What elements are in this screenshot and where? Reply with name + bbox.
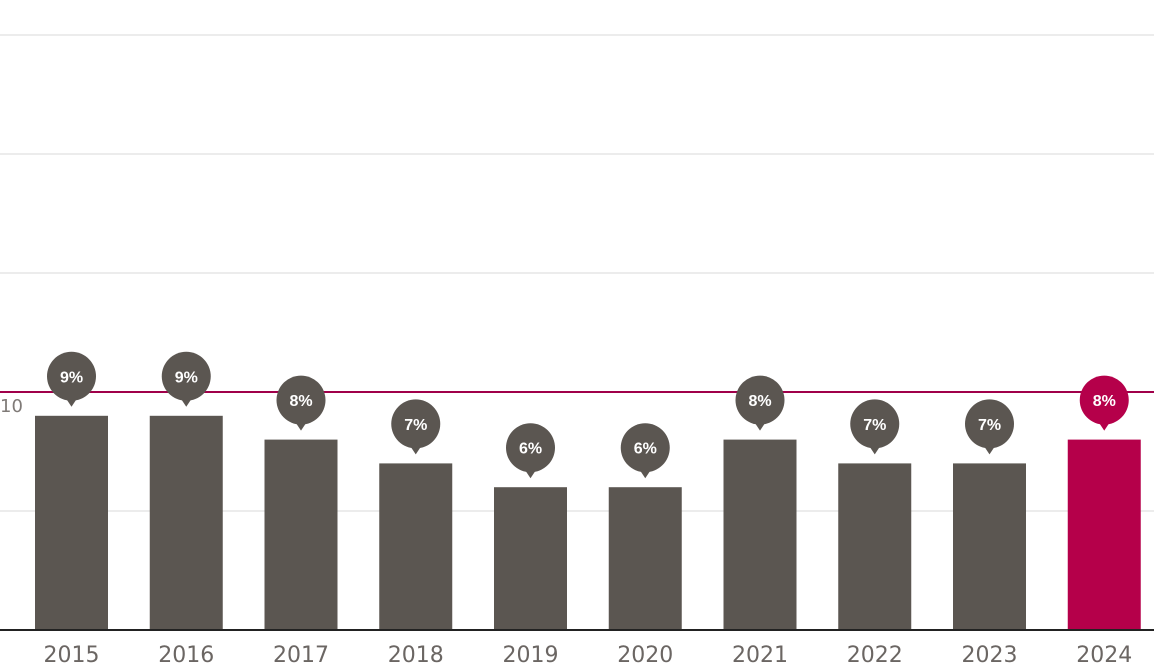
bubble-circle [1079, 375, 1129, 425]
data-label: 8% [289, 393, 312, 410]
data-label: 9% [60, 369, 83, 386]
data-label-bubble: 6% [620, 423, 670, 479]
x-tick-label: 2017 [273, 643, 329, 668]
data-label: 7% [404, 417, 427, 434]
x-tick-label: 2020 [617, 643, 673, 668]
bar [838, 463, 912, 630]
x-tick-label: 2018 [388, 643, 444, 668]
data-label-bubble: 8% [276, 375, 326, 431]
bar [494, 487, 567, 630]
data-label: 7% [978, 417, 1001, 434]
data-label-bubble: 6% [506, 423, 555, 479]
data-label-bubble: 9% [161, 351, 211, 407]
data-label: 6% [634, 441, 657, 458]
bar [149, 415, 223, 630]
bars-layer [35, 415, 1141, 630]
y-tick-label: 10 [0, 396, 23, 417]
bubble-circle [47, 351, 96, 401]
data-label-bubble: 7% [391, 399, 441, 455]
bar [264, 439, 338, 630]
axis-layer: 2015 2016 2017 2018 2019 2020 2021 2022 2023 2024… [0, 396, 1154, 668]
data-label: 9% [175, 369, 198, 386]
bar [608, 487, 682, 630]
bubble-circle [506, 423, 555, 473]
data-label-bubble: 7% [965, 399, 1014, 455]
bubble-circle [161, 351, 211, 401]
x-tick-label: 2022 [847, 643, 903, 668]
x-tick-label: 2016 [158, 643, 214, 668]
bubble-circle [276, 375, 326, 425]
x-tick-label: 2024 [1076, 643, 1132, 668]
x-tick-label: 2023 [962, 643, 1018, 668]
bar [723, 439, 797, 630]
data-label-bubble: 8% [735, 375, 785, 431]
data-label-bubble: 8% [1079, 375, 1129, 431]
bubble-circle [620, 423, 670, 473]
bubble-circle [965, 399, 1014, 449]
bubble-circle [850, 399, 900, 449]
bar [35, 415, 108, 630]
data-label: 6% [519, 441, 542, 458]
data-label: 8% [748, 393, 771, 410]
data-label: 7% [863, 417, 886, 434]
x-tick-label: 2019 [503, 643, 559, 668]
data-label: 8% [1093, 393, 1116, 410]
x-tick-label: 2015 [44, 643, 100, 668]
bubble-circle [391, 399, 441, 449]
bar [379, 463, 453, 630]
bar [953, 463, 1026, 630]
data-label-bubble: 9% [47, 351, 96, 407]
bar [1067, 439, 1141, 630]
data-label-bubble: 7% [850, 399, 900, 455]
x-tick-label: 2021 [732, 643, 788, 668]
bubble-circle [735, 375, 785, 425]
data-labels-layer: 9% 9% 8% 7% 6% 6% 8% 7% 7% 8% [47, 351, 1129, 479]
